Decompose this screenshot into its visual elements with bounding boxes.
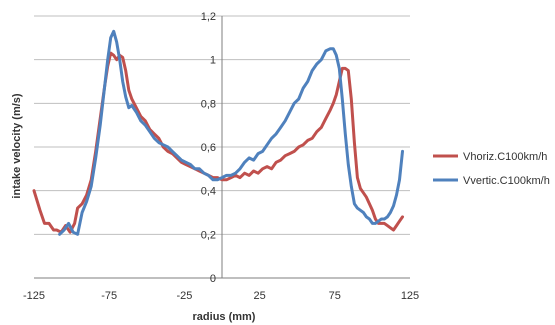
x-axis-title: radius (mm) bbox=[193, 311, 256, 323]
x-tick-label: -75 bbox=[101, 290, 117, 302]
y-tick-label: 0,6 bbox=[201, 142, 216, 154]
axes bbox=[34, 16, 410, 279]
legend-item: Vvertic.C100km/h bbox=[433, 175, 550, 187]
y-axis-title: intake velocity (m/s) bbox=[11, 93, 23, 198]
legend-item: Vhoriz.C100km/h bbox=[433, 151, 547, 163]
x-tick-label: 25 bbox=[253, 290, 265, 302]
series-line-vvertic bbox=[58, 29, 404, 236]
y-tick-label: 0,8 bbox=[201, 98, 216, 110]
x-tick-label: 125 bbox=[401, 290, 419, 302]
y-tick-label: 0,2 bbox=[201, 229, 216, 241]
x-tick-label: -25 bbox=[176, 290, 192, 302]
y-tick-label: 0,4 bbox=[201, 186, 216, 198]
legend: Vhoriz.C100km/h Vvertic.C100km/h bbox=[433, 151, 550, 187]
legend-label: Vhoriz.C100km/h bbox=[463, 151, 547, 163]
series-lines bbox=[32, 29, 404, 236]
tick-labels: 0 0,2 0,4 0,6 0,8 1 1,2 -125 -75 -25 25 75 125 bbox=[23, 11, 419, 302]
x-tick-label: 75 bbox=[329, 290, 341, 302]
y-tick-label: 0 bbox=[210, 273, 216, 285]
y-tick-label: 1,2 bbox=[201, 11, 216, 23]
y-tick-label: 1 bbox=[210, 55, 216, 67]
legend-label: Vvertic.C100km/h bbox=[463, 175, 550, 187]
x-tick-label: -125 bbox=[23, 290, 45, 302]
